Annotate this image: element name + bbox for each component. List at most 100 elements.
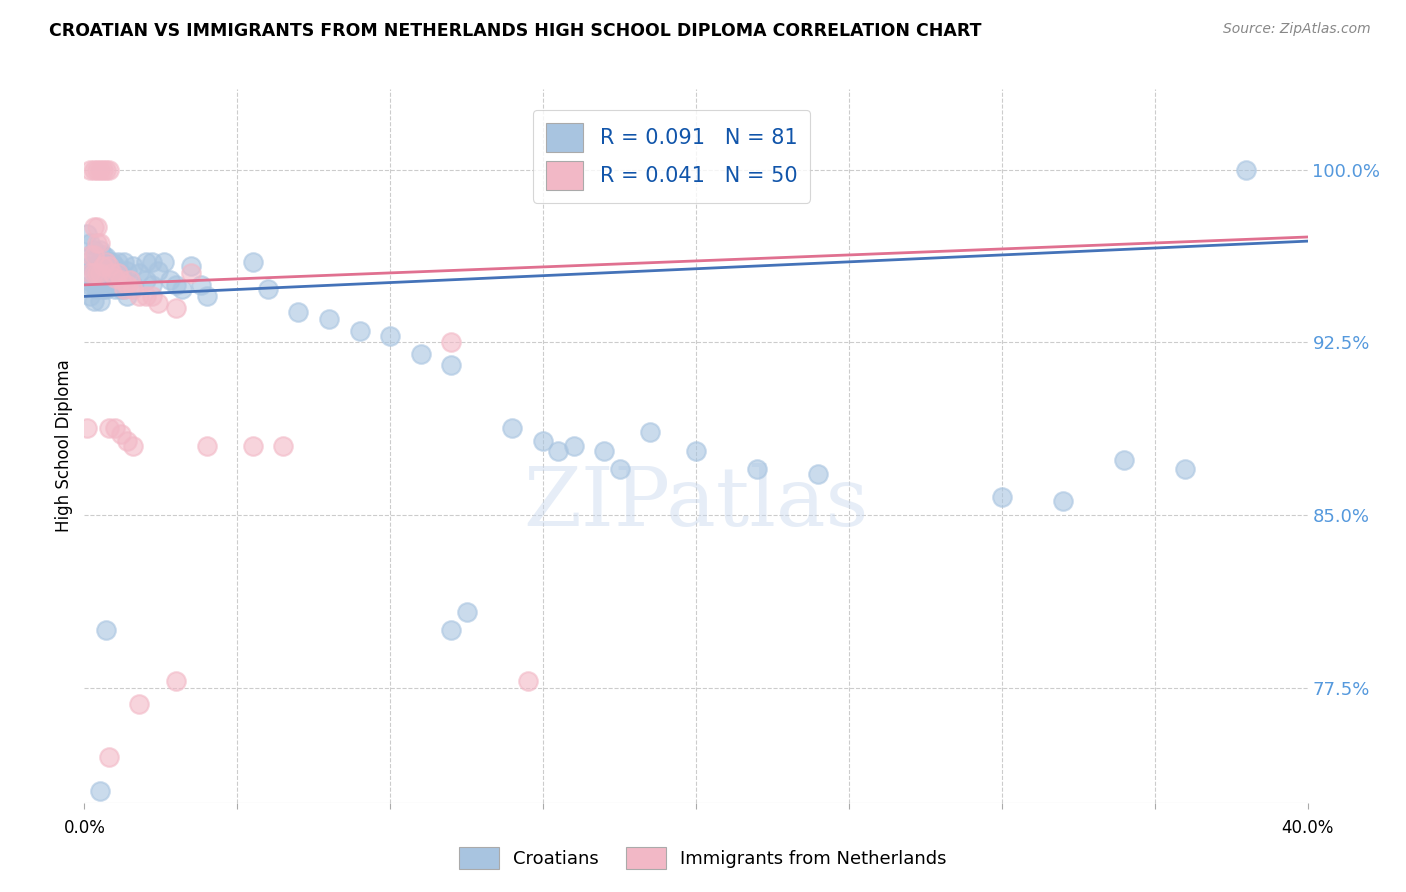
Y-axis label: High School Diploma: High School Diploma bbox=[55, 359, 73, 533]
Point bbox=[89, 236, 111, 251]
Point bbox=[104, 271, 127, 285]
Point bbox=[86, 266, 108, 280]
Point bbox=[112, 283, 135, 297]
Point bbox=[94, 266, 117, 280]
Point bbox=[807, 467, 830, 481]
Text: CROATIAN VS IMMIGRANTS FROM NETHERLANDS HIGH SCHOOL DIPLOMA CORRELATION CHART: CROATIAN VS IMMIGRANTS FROM NETHERLANDS … bbox=[49, 22, 981, 40]
Point bbox=[456, 605, 478, 619]
Point bbox=[115, 434, 138, 449]
Point bbox=[195, 439, 218, 453]
Point bbox=[86, 236, 108, 251]
Point bbox=[86, 250, 108, 264]
Point bbox=[180, 266, 202, 280]
Point bbox=[107, 266, 129, 280]
Point bbox=[593, 443, 616, 458]
Point bbox=[94, 255, 117, 269]
Point bbox=[531, 434, 554, 449]
Point bbox=[502, 420, 524, 434]
Point bbox=[101, 255, 124, 269]
Point bbox=[135, 289, 157, 303]
Point bbox=[91, 264, 114, 278]
Point bbox=[79, 266, 101, 280]
Point bbox=[79, 248, 101, 262]
Point bbox=[83, 220, 105, 235]
Point bbox=[89, 162, 111, 177]
Point bbox=[440, 359, 463, 373]
Point bbox=[97, 162, 120, 177]
Point bbox=[242, 439, 264, 453]
Point bbox=[83, 277, 105, 292]
Text: 40.0%: 40.0% bbox=[1281, 819, 1334, 837]
Point bbox=[94, 283, 117, 297]
Point bbox=[165, 673, 187, 688]
Point bbox=[287, 305, 309, 319]
Point bbox=[991, 490, 1014, 504]
Point bbox=[122, 277, 145, 292]
Point bbox=[79, 289, 101, 303]
Point bbox=[89, 784, 111, 798]
Point bbox=[122, 260, 145, 274]
Point bbox=[165, 277, 187, 292]
Point bbox=[115, 289, 138, 303]
Point bbox=[104, 283, 127, 297]
Point bbox=[97, 420, 120, 434]
Point bbox=[242, 255, 264, 269]
Point bbox=[115, 277, 138, 292]
Point bbox=[89, 277, 111, 292]
Point bbox=[76, 420, 98, 434]
Point bbox=[89, 260, 111, 274]
Point bbox=[190, 277, 212, 292]
Point bbox=[86, 220, 108, 235]
Point bbox=[79, 277, 101, 292]
Point bbox=[638, 425, 661, 440]
Point bbox=[440, 623, 463, 637]
Point bbox=[128, 266, 150, 280]
Text: 0.0%: 0.0% bbox=[63, 819, 105, 837]
Text: Source: ZipAtlas.com: Source: ZipAtlas.com bbox=[1223, 22, 1371, 37]
Point bbox=[91, 248, 114, 262]
Point bbox=[86, 266, 108, 280]
Point bbox=[79, 236, 101, 251]
Point bbox=[76, 227, 98, 242]
Point bbox=[86, 162, 108, 177]
Point bbox=[110, 283, 132, 297]
Point bbox=[165, 301, 187, 315]
Point bbox=[97, 749, 120, 764]
Point bbox=[97, 255, 120, 269]
Point bbox=[91, 260, 114, 274]
Point bbox=[609, 462, 631, 476]
Point bbox=[135, 255, 157, 269]
Point bbox=[76, 273, 98, 287]
Point bbox=[83, 260, 105, 274]
Point bbox=[107, 273, 129, 287]
Point bbox=[159, 273, 181, 287]
Point bbox=[141, 289, 163, 303]
Point bbox=[91, 283, 114, 297]
Point bbox=[146, 264, 169, 278]
Point bbox=[153, 255, 176, 269]
Point bbox=[83, 266, 105, 280]
Point bbox=[83, 248, 105, 262]
Point bbox=[94, 162, 117, 177]
Point bbox=[97, 260, 120, 274]
Point bbox=[94, 623, 117, 637]
Point bbox=[180, 260, 202, 274]
Point bbox=[79, 260, 101, 274]
Point bbox=[195, 289, 218, 303]
Point bbox=[83, 244, 105, 258]
Point bbox=[79, 162, 101, 177]
Point bbox=[94, 250, 117, 264]
Point bbox=[83, 293, 105, 308]
Point bbox=[271, 439, 294, 453]
Point bbox=[409, 347, 432, 361]
Point bbox=[257, 283, 280, 297]
Point bbox=[91, 162, 114, 177]
Point bbox=[172, 283, 194, 297]
Point bbox=[89, 293, 111, 308]
Point bbox=[89, 266, 111, 280]
Point bbox=[120, 273, 142, 287]
Point bbox=[112, 255, 135, 269]
Point bbox=[115, 264, 138, 278]
Legend: Croatians, Immigrants from Netherlands: Croatians, Immigrants from Netherlands bbox=[451, 839, 955, 876]
Point bbox=[101, 266, 124, 280]
